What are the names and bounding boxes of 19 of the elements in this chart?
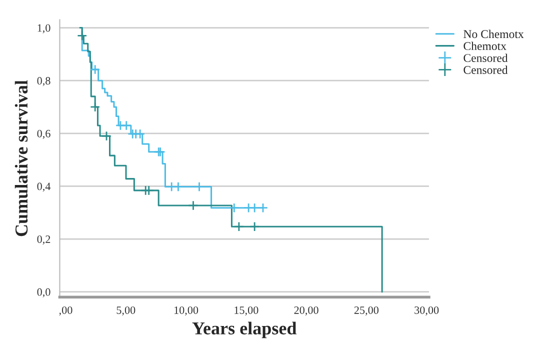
y-tick-label: 0,6 [37,130,50,139]
x-tick-label: 30,00 [414,306,439,316]
x-tick-label: 15,00 [234,306,258,316]
x-tick-label: 25,00 [354,306,379,316]
x-axis-title: Years elapsed [192,322,297,338]
y-tick-label: 0,4 [37,182,51,192]
legend-label: Censored [464,54,508,62]
legend-label: Censored [464,66,508,74]
legend-label: No Chemotx [464,30,524,38]
x-tick-label: ,00 [59,306,72,316]
y-tick-label: 1,0 [38,24,50,34]
y-tick-label: 0,2 [37,235,50,245]
y-tick-label: 0,8 [37,77,50,86]
y-axis-title: Cumulative survival [14,80,28,236]
y-tick-label: 0,0 [37,288,50,298]
x-tick-label: 20,00 [294,306,318,316]
x-tick-label: 5,00 [116,306,136,316]
legend-label: Chemotx [464,42,506,50]
x-tick-label: 10,00 [174,306,198,316]
